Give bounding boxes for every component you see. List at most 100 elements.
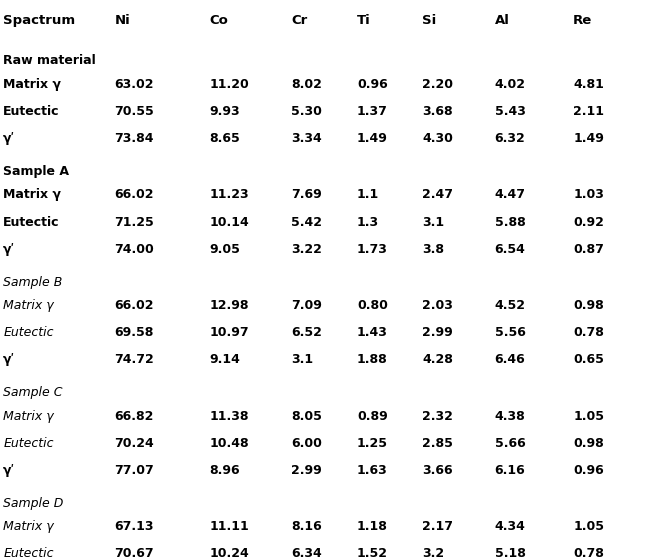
Text: 5.30: 5.30	[291, 105, 322, 118]
Text: 6.46: 6.46	[495, 353, 525, 366]
Text: 5.56: 5.56	[495, 326, 525, 339]
Text: 6.54: 6.54	[495, 243, 525, 256]
Text: 74.72: 74.72	[115, 353, 155, 366]
Text: 0.98: 0.98	[573, 299, 604, 312]
Text: 0.96: 0.96	[357, 78, 388, 91]
Text: 9.14: 9.14	[210, 353, 240, 366]
Text: 11.23: 11.23	[210, 188, 249, 202]
Text: 11.38: 11.38	[210, 409, 249, 423]
Text: Eutectic: Eutectic	[3, 326, 54, 339]
Text: Cr: Cr	[291, 14, 308, 27]
Text: 6.16: 6.16	[495, 464, 525, 477]
Text: 70.24: 70.24	[115, 437, 155, 450]
Text: 63.02: 63.02	[115, 78, 154, 91]
Text: 8.65: 8.65	[210, 132, 240, 145]
Text: 0.80: 0.80	[357, 299, 388, 312]
Text: 1.37: 1.37	[357, 105, 388, 118]
Text: 2.99: 2.99	[422, 326, 453, 339]
Text: 10.48: 10.48	[210, 437, 249, 450]
Text: 2.47: 2.47	[422, 188, 453, 202]
Text: 10.24: 10.24	[210, 547, 250, 560]
Text: Raw material: Raw material	[3, 54, 96, 67]
Text: 69.58: 69.58	[115, 326, 154, 339]
Text: Sample C: Sample C	[3, 386, 63, 399]
Text: 71.25: 71.25	[115, 216, 155, 228]
Text: 7.69: 7.69	[291, 188, 322, 202]
Text: Re: Re	[573, 14, 592, 27]
Text: 0.65: 0.65	[573, 353, 604, 366]
Text: 4.28: 4.28	[422, 353, 453, 366]
Text: 4.34: 4.34	[495, 520, 525, 533]
Text: 9.93: 9.93	[210, 105, 240, 118]
Text: 11.20: 11.20	[210, 78, 250, 91]
Text: Eutectic: Eutectic	[3, 437, 54, 450]
Text: Matrix γ: Matrix γ	[3, 299, 54, 312]
Text: 2.32: 2.32	[422, 409, 453, 423]
Text: Matrix γ: Matrix γ	[3, 520, 54, 533]
Text: 10.97: 10.97	[210, 326, 249, 339]
Text: 8.02: 8.02	[291, 78, 322, 91]
Text: 2.11: 2.11	[573, 105, 604, 118]
Text: 4.30: 4.30	[422, 132, 453, 145]
Text: 1.05: 1.05	[573, 409, 604, 423]
Text: 2.17: 2.17	[422, 520, 453, 533]
Text: 1.43: 1.43	[357, 326, 388, 339]
Text: 6.00: 6.00	[291, 437, 322, 450]
Text: γʹ: γʹ	[3, 243, 16, 256]
Text: Matrix γ: Matrix γ	[3, 409, 54, 423]
Text: Eutectic: Eutectic	[3, 216, 60, 228]
Text: 1.18: 1.18	[357, 520, 388, 533]
Text: Eutectic: Eutectic	[3, 105, 60, 118]
Text: 9.05: 9.05	[210, 243, 240, 256]
Text: 1.73: 1.73	[357, 243, 388, 256]
Text: 5.42: 5.42	[291, 216, 322, 228]
Text: 4.38: 4.38	[495, 409, 525, 423]
Text: 1.1: 1.1	[357, 188, 379, 202]
Text: 6.34: 6.34	[291, 547, 322, 560]
Text: 5.18: 5.18	[495, 547, 525, 560]
Text: 1.05: 1.05	[573, 520, 604, 533]
Text: Co: Co	[210, 14, 229, 27]
Text: 66.02: 66.02	[115, 299, 154, 312]
Text: 3.2: 3.2	[422, 547, 445, 560]
Text: 5.43: 5.43	[495, 105, 525, 118]
Text: Sample D: Sample D	[3, 497, 64, 510]
Text: 0.96: 0.96	[573, 464, 604, 477]
Text: Sample B: Sample B	[3, 276, 63, 288]
Text: 1.49: 1.49	[357, 132, 388, 145]
Text: γʹ: γʹ	[3, 353, 16, 366]
Text: 77.07: 77.07	[115, 464, 155, 477]
Text: 3.34: 3.34	[291, 132, 322, 145]
Text: Ti: Ti	[357, 14, 371, 27]
Text: 1.03: 1.03	[573, 188, 604, 202]
Text: 4.52: 4.52	[495, 299, 525, 312]
Text: 1.49: 1.49	[573, 132, 604, 145]
Text: 70.67: 70.67	[115, 547, 154, 560]
Text: 3.1: 3.1	[422, 216, 445, 228]
Text: 0.92: 0.92	[573, 216, 604, 228]
Text: 0.87: 0.87	[573, 243, 604, 256]
Text: 5.66: 5.66	[495, 437, 525, 450]
Text: 1.3: 1.3	[357, 216, 379, 228]
Text: 2.99: 2.99	[291, 464, 322, 477]
Text: 8.96: 8.96	[210, 464, 240, 477]
Text: 8.16: 8.16	[291, 520, 322, 533]
Text: 3.68: 3.68	[422, 105, 453, 118]
Text: 66.02: 66.02	[115, 188, 154, 202]
Text: 0.89: 0.89	[357, 409, 388, 423]
Text: 74.00: 74.00	[115, 243, 155, 256]
Text: 6.52: 6.52	[291, 326, 322, 339]
Text: 12.98: 12.98	[210, 299, 249, 312]
Text: 3.66: 3.66	[422, 464, 453, 477]
Text: 3.22: 3.22	[291, 243, 322, 256]
Text: 4.47: 4.47	[495, 188, 525, 202]
Text: 6.32: 6.32	[495, 132, 525, 145]
Text: 1.52: 1.52	[357, 547, 388, 560]
Text: Sample A: Sample A	[3, 165, 69, 178]
Text: 4.81: 4.81	[573, 78, 604, 91]
Text: Eutectic: Eutectic	[3, 547, 54, 560]
Text: Al: Al	[495, 14, 510, 27]
Text: 2.03: 2.03	[422, 299, 453, 312]
Text: Si: Si	[422, 14, 437, 27]
Text: γʹ: γʹ	[3, 132, 16, 145]
